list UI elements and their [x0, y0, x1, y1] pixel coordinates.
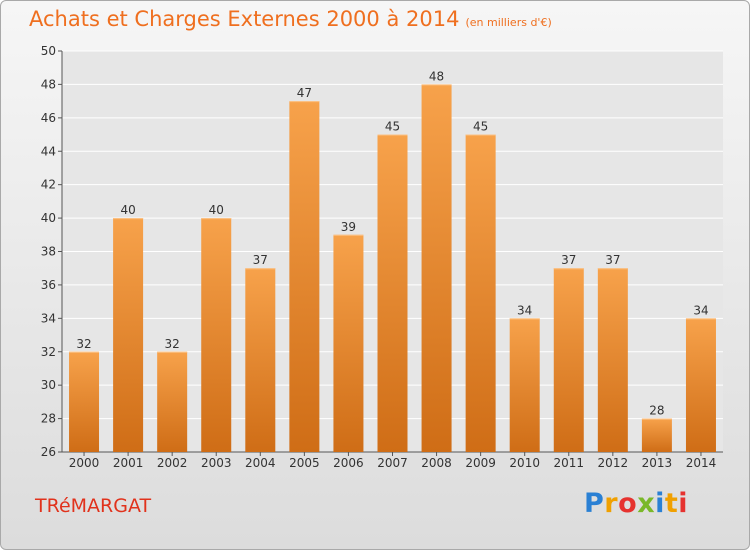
bar-2014: [685, 318, 716, 452]
y-axis-ticks: 26 28 30 32 34 36 38 40 42 44 46 48 50: [41, 44, 62, 459]
data-label: 48: [429, 69, 444, 83]
y-tick-label: 34: [41, 311, 56, 325]
x-tick-label: 2004: [245, 456, 276, 470]
y-tick-label: 44: [41, 144, 56, 158]
logo-letter: r: [604, 488, 619, 519]
bars: [69, 84, 716, 453]
x-axis-ticks: 2000 2001 2002 2003 2004 2005 2006 2007 2008 2009…: [69, 452, 716, 470]
proxiti-logo: Proxiti: [584, 488, 688, 519]
x-tick-label: 2002: [157, 456, 188, 470]
bar-2006: [333, 234, 364, 452]
y-tick-label: 28: [41, 412, 56, 426]
bar-2008: [421, 84, 452, 453]
logo-letter: o: [618, 488, 638, 519]
y-tick-label: 42: [41, 178, 56, 192]
data-label: 34: [693, 303, 708, 317]
x-tick-label: 2000: [69, 456, 100, 470]
bar-2013: [641, 418, 672, 452]
data-label: 40: [120, 203, 135, 217]
bar-2011: [553, 268, 584, 452]
data-label: 39: [341, 220, 356, 234]
y-tick-label: 32: [41, 345, 56, 359]
x-tick-label: 2008: [421, 456, 452, 470]
y-tick-label: 36: [41, 278, 56, 292]
x-tick-label: 2007: [377, 456, 408, 470]
data-label: 28: [649, 404, 664, 418]
data-label: 45: [473, 120, 488, 134]
chart-title: Achats et Charges Externes 2000 à 2014 (e…: [29, 7, 552, 31]
x-tick-label: 2006: [333, 456, 364, 470]
bar-2000: [69, 351, 100, 452]
data-label: 32: [165, 337, 180, 351]
data-label: 32: [76, 337, 91, 351]
data-labels: 32 40 32 40 37 47 39 45 48 45 34 37 37 28 34: [76, 69, 708, 417]
bar-2007: [377, 134, 408, 452]
x-tick-label: 2011: [553, 456, 584, 470]
bar-2005: [289, 101, 320, 452]
y-tick-label: 48: [41, 77, 56, 91]
x-tick-label: 2005: [289, 456, 320, 470]
x-tick-label: 2010: [509, 456, 540, 470]
y-tick-label: 38: [41, 245, 56, 259]
bar-2010: [509, 318, 540, 452]
data-label: 40: [209, 203, 224, 217]
x-tick-label: 2003: [201, 456, 232, 470]
y-tick-label: 46: [41, 111, 56, 125]
y-tick-label: 26: [41, 445, 56, 459]
bar-2012: [597, 268, 628, 452]
bar-2009: [465, 134, 496, 452]
y-tick-label: 50: [41, 44, 56, 58]
data-label: 37: [605, 253, 620, 267]
logo-letter: x: [637, 488, 656, 519]
y-tick-label: 40: [41, 211, 56, 225]
bar-2003: [201, 218, 232, 452]
x-tick-label: 2014: [686, 456, 717, 470]
chart-title-text: Achats et Charges Externes 2000 à 2014: [29, 7, 460, 31]
data-label: 45: [385, 120, 400, 134]
data-label: 34: [517, 303, 532, 317]
bar-2001: [113, 218, 144, 452]
data-label: 37: [561, 253, 576, 267]
x-tick-label: 2001: [113, 456, 144, 470]
y-tick-label: 30: [41, 378, 56, 392]
logo-letter: i: [678, 488, 689, 519]
x-tick-label: 2013: [642, 456, 673, 470]
logo-letter: P: [584, 488, 605, 519]
bar-2002: [157, 351, 188, 452]
logo-letter: i: [655, 488, 665, 519]
x-tick-label: 2012: [598, 456, 629, 470]
data-label: 37: [253, 253, 268, 267]
x-tick-label: 2009: [465, 456, 496, 470]
logo-letter: t: [664, 488, 679, 519]
commune-name: TRéMARGAT: [35, 495, 152, 517]
bar-2004: [245, 268, 276, 452]
data-label: 47: [297, 86, 312, 100]
unit-note: (en milliers d'€): [465, 16, 552, 29]
